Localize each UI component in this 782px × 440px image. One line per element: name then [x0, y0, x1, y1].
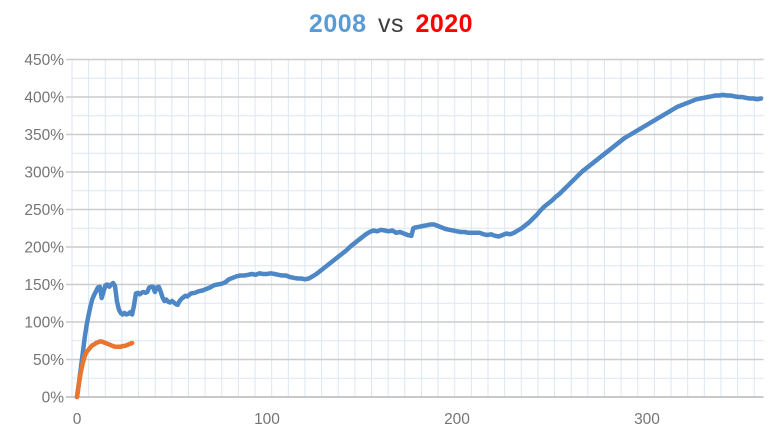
title-vs-text: vs: [378, 10, 404, 38]
axis-labels: 0% 50% 100% 150% 200% 250% 300% 350% 400% 450% 0 10…: [24, 52, 660, 428]
y-tick-label: 150%: [24, 277, 64, 294]
x-tick-label: 0: [73, 411, 82, 428]
y-tick-label: 50%: [33, 352, 64, 369]
series-line-2020: [74, 339, 135, 400]
y-tick-label: 250%: [24, 202, 64, 219]
x-tick-label: 200: [444, 411, 470, 428]
y-tick-label: 450%: [24, 52, 64, 69]
y-tick-label: 100%: [24, 315, 64, 332]
y-tick-label: 350%: [24, 127, 64, 144]
major-gridlines: [66, 58, 764, 398]
series-line-2008: [74, 92, 764, 400]
chart-title: 2008 vs 2020: [0, 10, 782, 39]
y-tick-label: 300%: [24, 165, 64, 182]
title-year-2008: 2008: [308, 10, 367, 38]
minor-gridlines: [71, 59, 764, 398]
y-tick-label: 200%: [24, 240, 64, 257]
x-tick-label: 300: [634, 411, 660, 428]
y-tick-label: 400%: [24, 90, 64, 107]
y-tick-label: 0%: [42, 390, 65, 407]
title-year-2020: 2020: [415, 10, 474, 38]
x-tick-label: 100: [254, 411, 280, 428]
